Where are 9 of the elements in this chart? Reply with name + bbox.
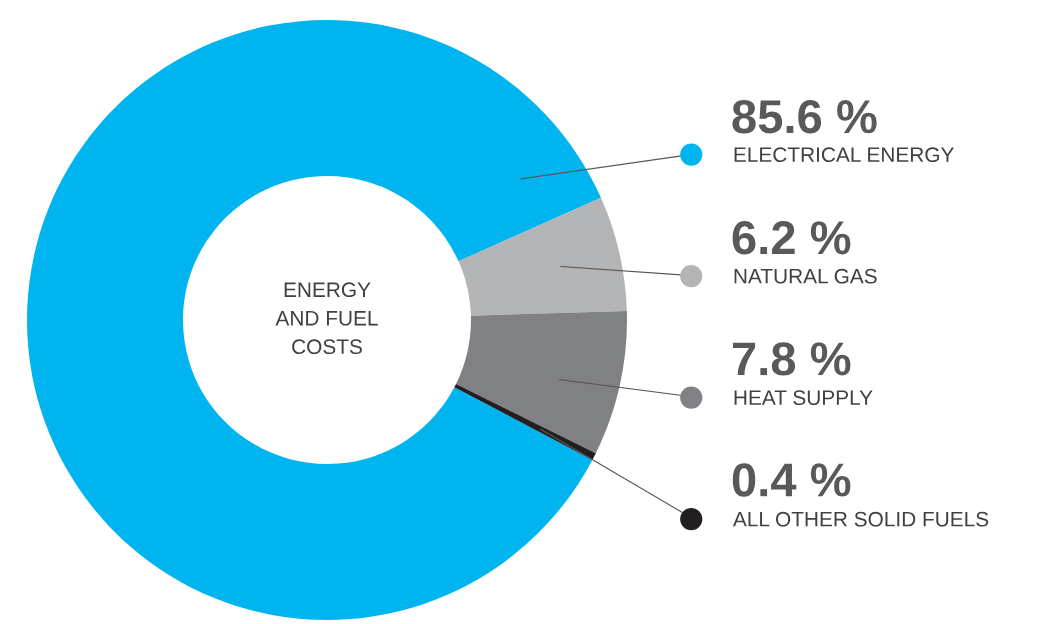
data-label: 7.8 % [732,342,851,376]
legend-label: HEAT SUPPLY [734,390,873,406]
legend-label: NATURAL GAS [734,268,877,284]
legend-label: ALL OTHER SOLID FUELS [732,511,989,527]
legend-label: ELECTRICAL ENERGY [734,147,954,163]
data-label: 6.2 % [732,221,851,255]
data-label: 0.4 % [732,463,851,497]
data-label: 85.6 % [732,99,877,134]
text: ENERGY AND FUEL COSTS [275,282,378,355]
